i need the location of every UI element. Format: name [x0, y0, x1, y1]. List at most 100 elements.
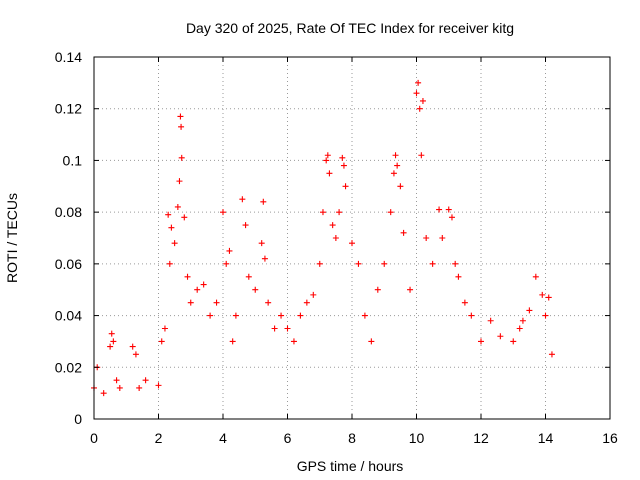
- data-point: [418, 152, 425, 159]
- y-tick-label: 0.12: [55, 101, 82, 117]
- data-point: [223, 260, 230, 267]
- data-point: [415, 79, 422, 86]
- data-point: [303, 299, 310, 306]
- data-point: [419, 97, 426, 104]
- data-point: [239, 196, 246, 203]
- x-tick-label: 10: [409, 430, 425, 446]
- data-point: [355, 260, 362, 267]
- data-point: [445, 206, 452, 213]
- data-point: [436, 206, 443, 213]
- data-point: [171, 240, 178, 247]
- data-point: [342, 183, 349, 190]
- data-point: [407, 286, 414, 293]
- data-point: [381, 260, 388, 267]
- y-tick-label: 0.1: [63, 152, 83, 168]
- data-point: [174, 203, 181, 210]
- data-point: [468, 312, 475, 319]
- x-tick-label: 14: [538, 430, 554, 446]
- data-point: [361, 312, 368, 319]
- data-point: [181, 214, 188, 221]
- data-point: [168, 224, 175, 231]
- data-point: [100, 390, 107, 397]
- data-point: [116, 384, 123, 391]
- data-point: [516, 325, 523, 332]
- data-point: [310, 291, 317, 298]
- data-point: [284, 325, 291, 332]
- data-point: [165, 211, 172, 218]
- x-tick-label: 8: [348, 430, 356, 446]
- data-point: [178, 154, 185, 161]
- data-point: [394, 162, 401, 169]
- chart-title: Day 320 of 2025, Rate Of TEC Index for r…: [186, 20, 514, 36]
- data-point: [200, 281, 207, 288]
- data-point: [439, 235, 446, 241]
- data-point: [542, 312, 549, 319]
- data-point: [316, 260, 323, 267]
- data-point: [519, 317, 526, 324]
- y-tick-label: 0.02: [55, 359, 82, 375]
- data-point: [220, 209, 226, 216]
- data-point: [487, 317, 494, 324]
- data-point: [429, 260, 436, 267]
- data-point: [416, 105, 423, 112]
- data-point: [368, 338, 375, 345]
- data-point: [452, 260, 459, 267]
- data-point: [448, 214, 455, 221]
- data-point: [548, 351, 555, 358]
- data-point: [374, 286, 381, 293]
- plot-frame: [93, 56, 611, 420]
- data-point: [136, 384, 143, 391]
- y-tick-label: 0.14: [55, 49, 82, 65]
- x-tick-label: 16: [602, 430, 618, 446]
- data-point: [113, 377, 120, 384]
- data-point: [324, 152, 331, 159]
- data-point: [526, 307, 533, 314]
- data-point: [194, 286, 201, 293]
- data-point: [423, 235, 430, 241]
- data-point: [329, 222, 336, 229]
- data-point: [132, 351, 139, 358]
- data-point: [178, 123, 185, 130]
- data-point: [207, 312, 214, 319]
- data-point: [340, 162, 347, 169]
- data-point: [161, 325, 168, 332]
- data-point: [390, 170, 397, 177]
- x-axis-label: GPS time / hours: [297, 458, 404, 474]
- data-points: [91, 79, 555, 397]
- data-point: [510, 338, 517, 345]
- y-tick-label: 0.04: [55, 308, 82, 324]
- x-tick-label: 6: [284, 430, 292, 446]
- data-point: [297, 312, 304, 319]
- data-point: [261, 255, 268, 262]
- x-tick-label: 4: [219, 430, 227, 446]
- data-point: [226, 247, 233, 254]
- chart-axes: 0 2 4 6 8 10 12 14 16 0 0.02 0.04 0.06 0.08 0.1 0.12 0.1…: [55, 49, 618, 446]
- data-point: [110, 338, 117, 345]
- chart-grid: [94, 57, 610, 419]
- data-point: [213, 299, 220, 306]
- data-point: [142, 377, 149, 384]
- data-point: [339, 154, 346, 161]
- data-point: [349, 240, 355, 247]
- y-tick-label: 0.08: [55, 204, 82, 220]
- data-point: [229, 338, 236, 345]
- data-point: [278, 312, 285, 319]
- data-point: [545, 294, 552, 301]
- data-point: [177, 113, 184, 120]
- data-point: [387, 209, 394, 216]
- data-point: [461, 299, 468, 306]
- data-point: [397, 183, 404, 190]
- data-point: [155, 382, 162, 389]
- data-point: [260, 198, 267, 205]
- y-tick-label: 0: [74, 411, 82, 427]
- data-point: [258, 240, 265, 247]
- data-point: [539, 291, 546, 298]
- y-axis-label: ROTI / TECUs: [4, 193, 20, 283]
- data-point: [323, 157, 330, 164]
- data-point: [187, 299, 194, 306]
- data-point: [252, 286, 259, 293]
- data-point: [497, 333, 504, 340]
- data-point: [455, 273, 462, 280]
- x-tick-label: 0: [90, 430, 98, 446]
